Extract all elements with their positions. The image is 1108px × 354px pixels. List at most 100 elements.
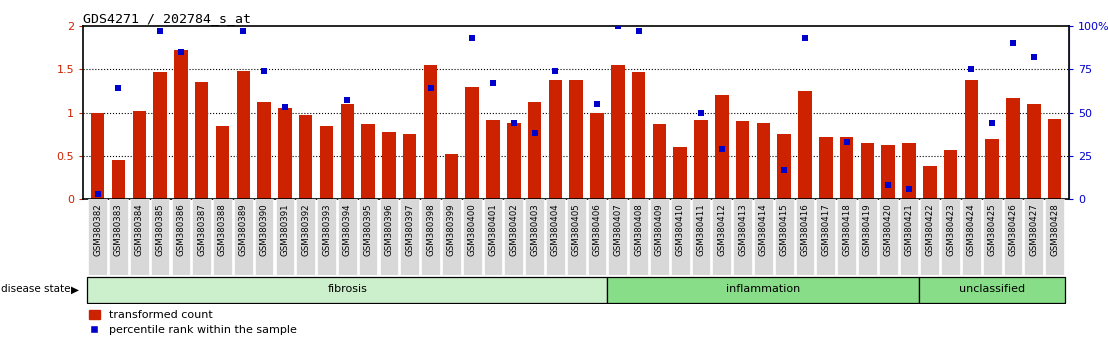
Bar [902,143,916,199]
Text: GSM380408: GSM380408 [634,203,643,256]
Bar [195,82,208,199]
Bar [257,102,270,199]
Text: GSM380420: GSM380420 [884,203,893,256]
FancyBboxPatch shape [172,199,191,275]
FancyBboxPatch shape [817,199,835,275]
Text: GSM380395: GSM380395 [363,203,372,256]
FancyBboxPatch shape [296,199,315,275]
Text: GSM380427: GSM380427 [1029,203,1038,256]
Bar [278,108,291,199]
Text: GSM380396: GSM380396 [384,203,393,256]
Text: GSM380409: GSM380409 [655,203,664,256]
FancyBboxPatch shape [421,199,440,275]
Bar [216,126,229,199]
Bar [882,145,895,199]
Bar [236,71,250,199]
Text: GDS4271 / 202784_s_at: GDS4271 / 202784_s_at [83,12,252,25]
FancyBboxPatch shape [109,199,127,275]
FancyBboxPatch shape [838,199,856,275]
Text: GSM380413: GSM380413 [738,203,747,256]
FancyBboxPatch shape [650,199,669,275]
Text: GSM380411: GSM380411 [697,203,706,256]
Bar [133,111,146,199]
Bar [819,137,832,199]
Text: GSM380397: GSM380397 [406,203,414,256]
FancyBboxPatch shape [879,199,897,275]
FancyBboxPatch shape [151,199,170,275]
Text: GSM380392: GSM380392 [301,203,310,256]
Bar [611,65,625,199]
Text: GSM380398: GSM380398 [427,203,435,256]
FancyBboxPatch shape [88,277,607,303]
Text: GSM380423: GSM380423 [946,203,955,256]
Text: GSM380391: GSM380391 [280,203,289,256]
Text: GSM380419: GSM380419 [863,203,872,256]
Bar [527,102,542,199]
FancyBboxPatch shape [442,199,461,275]
Text: GSM380425: GSM380425 [987,203,997,256]
Text: GSM380418: GSM380418 [842,203,851,256]
FancyBboxPatch shape [796,199,814,275]
FancyBboxPatch shape [900,199,919,275]
Text: GSM380414: GSM380414 [759,203,768,256]
FancyBboxPatch shape [920,277,1065,303]
Bar [985,139,999,199]
Bar [944,150,957,199]
Text: GSM380428: GSM380428 [1050,203,1059,256]
FancyBboxPatch shape [1025,199,1044,275]
Bar [1006,98,1019,199]
Text: GSM380405: GSM380405 [572,203,581,256]
Text: fibrosis: fibrosis [327,284,367,294]
FancyBboxPatch shape [858,199,876,275]
FancyBboxPatch shape [525,199,544,275]
Bar [965,80,978,199]
FancyBboxPatch shape [733,199,752,275]
Text: GSM380386: GSM380386 [176,203,185,256]
Text: GSM380404: GSM380404 [551,203,560,256]
Text: GSM380426: GSM380426 [1008,203,1017,256]
Text: GSM380399: GSM380399 [447,203,455,256]
FancyBboxPatch shape [691,199,710,275]
FancyBboxPatch shape [234,199,253,275]
Legend: transformed count, percentile rank within the sample: transformed count, percentile rank withi… [89,310,297,335]
Text: unclassified: unclassified [960,284,1025,294]
Text: GSM380394: GSM380394 [342,203,352,256]
Bar [798,91,812,199]
Bar [112,160,125,199]
FancyBboxPatch shape [317,199,336,275]
FancyBboxPatch shape [712,199,731,275]
Bar [91,113,104,199]
Text: GSM380417: GSM380417 [821,203,830,256]
Text: GSM380406: GSM380406 [593,203,602,256]
Text: GSM380382: GSM380382 [93,203,102,256]
Bar [548,80,562,199]
FancyBboxPatch shape [587,199,606,275]
Bar [299,115,312,199]
Bar [465,86,479,199]
Bar [320,126,334,199]
Text: GSM380401: GSM380401 [489,203,497,256]
FancyBboxPatch shape [1045,199,1064,275]
Bar [361,124,375,199]
Text: GSM380385: GSM380385 [155,203,165,256]
Text: GSM380407: GSM380407 [613,203,623,256]
Text: GSM380422: GSM380422 [925,203,934,256]
Bar [653,124,666,199]
Bar [840,137,853,199]
Bar [715,95,729,199]
FancyBboxPatch shape [255,199,274,275]
Bar [174,50,187,199]
Bar [1048,119,1061,199]
Bar [695,120,708,199]
FancyBboxPatch shape [89,199,107,275]
Text: GSM380400: GSM380400 [468,203,476,256]
FancyBboxPatch shape [359,199,378,275]
Bar [507,123,521,199]
FancyBboxPatch shape [213,199,232,275]
Bar [923,166,936,199]
FancyBboxPatch shape [921,199,940,275]
Bar [382,132,396,199]
Bar [632,72,645,199]
Text: GSM380424: GSM380424 [967,203,976,256]
FancyBboxPatch shape [1004,199,1023,275]
